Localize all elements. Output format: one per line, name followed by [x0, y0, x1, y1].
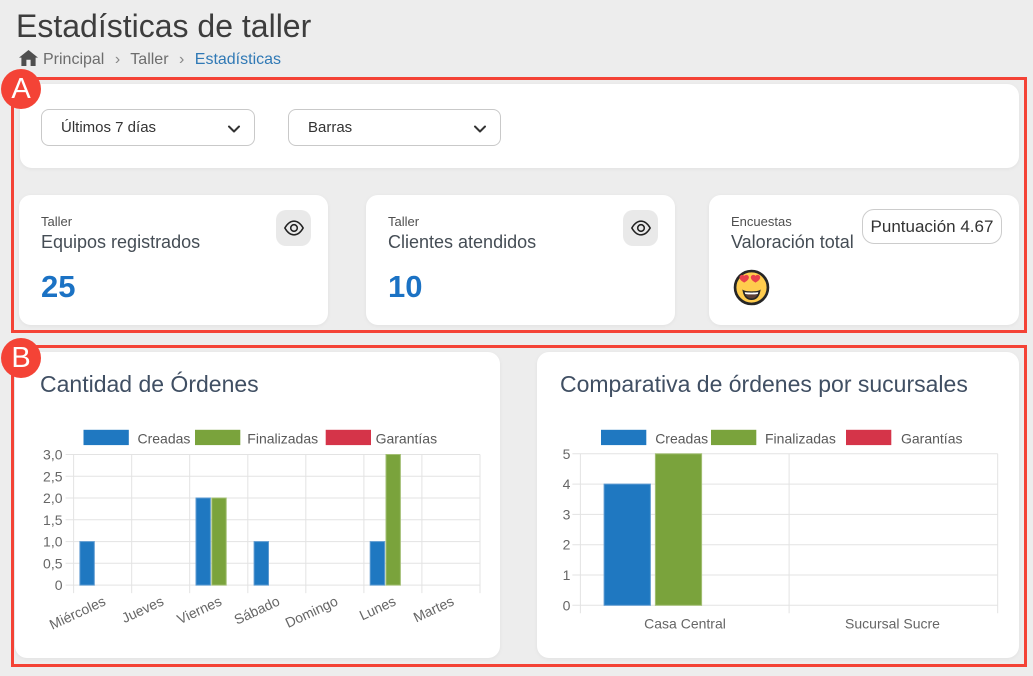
- svg-text:Finalizadas: Finalizadas: [247, 431, 318, 447]
- svg-text:Miércoles: Miércoles: [47, 593, 108, 633]
- svg-text:2,5: 2,5: [43, 468, 63, 484]
- svg-text:Garantías: Garantías: [901, 431, 962, 447]
- svg-text:3: 3: [563, 506, 571, 522]
- svg-text:Domingo: Domingo: [283, 593, 341, 631]
- svg-text:1,0: 1,0: [43, 534, 63, 550]
- svg-text:4: 4: [563, 476, 571, 492]
- svg-text:0: 0: [55, 577, 63, 593]
- svg-text:Lunes: Lunes: [357, 593, 398, 624]
- svg-text:Garantías: Garantías: [376, 431, 437, 447]
- svg-text:5: 5: [563, 446, 571, 462]
- svg-text:Creadas: Creadas: [138, 431, 191, 447]
- svg-text:Finalizadas: Finalizadas: [765, 431, 836, 447]
- svg-text:Casa Central: Casa Central: [644, 616, 726, 632]
- svg-text:Sucursal Sucre: Sucursal Sucre: [845, 616, 940, 632]
- svg-text:2,0: 2,0: [43, 490, 63, 506]
- svg-text:2: 2: [563, 537, 571, 553]
- svg-text:Viernes: Viernes: [174, 593, 224, 627]
- svg-text:1,5: 1,5: [43, 512, 63, 528]
- svg-text:Jueves: Jueves: [119, 593, 166, 626]
- svg-text:0,5: 0,5: [43, 555, 63, 571]
- svg-text:Martes: Martes: [411, 593, 457, 626]
- svg-text:0: 0: [563, 597, 571, 613]
- svg-text:3,0: 3,0: [43, 447, 63, 463]
- svg-text:1: 1: [563, 567, 571, 583]
- svg-text:Creadas: Creadas: [655, 431, 708, 447]
- svg-text:Sábado: Sábado: [232, 593, 283, 628]
